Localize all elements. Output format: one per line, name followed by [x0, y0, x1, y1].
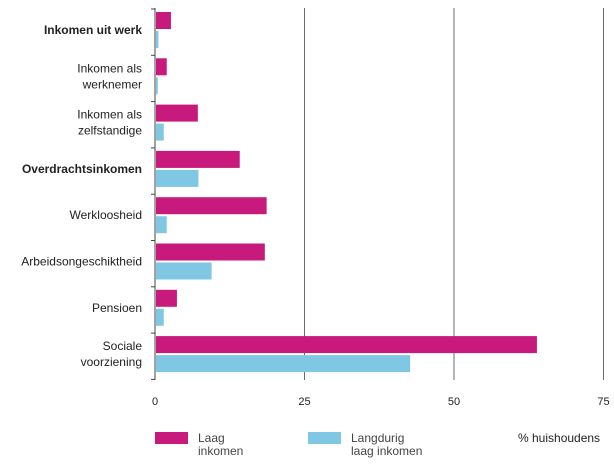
x-tick-label-50: 50 — [448, 396, 460, 408]
bar-laag-6 — [156, 289, 177, 307]
bar-langdurig-6 — [156, 308, 164, 326]
bar-langdurig-1 — [156, 77, 158, 95]
bar-langdurig-3 — [156, 169, 199, 187]
bar-langdurig-7 — [156, 355, 411, 373]
category-label-5: Arbeidsongeschiktheid — [21, 255, 142, 269]
category-label-1: Inkomen als werknemer — [77, 61, 142, 91]
bar-laag-4 — [156, 197, 267, 215]
legend-label-langdurig-line2: laag inkomen — [351, 444, 423, 458]
legend-label-langdurig-line1: Langdurig — [351, 431, 405, 445]
bar-laag-0 — [156, 12, 171, 29]
bar-laag-5 — [156, 243, 265, 261]
bar-langdurig-5 — [156, 262, 212, 280]
legend-label-langdurig-laag-inkomen: Langdurig laag inkomen — [351, 432, 461, 458]
bar-chart: Inkomen uit werk Inkomen als werknemer Inko… — [21, 8, 610, 408]
category-label-3: Overdrachtsinkomen — [22, 162, 142, 176]
bar-langdurig-2 — [156, 123, 164, 141]
legend-label-laag-inkomen-line2: inkomen — [198, 444, 244, 458]
legend-label-laag-inkomen: Laag inkomen — [198, 432, 308, 458]
category-label-0: Inkomen uit werk — [44, 23, 142, 37]
category-label-7: Sociale voorziening — [81, 339, 143, 369]
category-label-4: Werkloosheid — [70, 208, 142, 222]
bar-langdurig-4 — [156, 216, 167, 234]
x-tick-label-0: 0 — [152, 396, 158, 408]
bar-langdurig-0 — [156, 31, 159, 48]
bar-laag-1 — [156, 58, 167, 76]
bar-laag-3 — [156, 150, 240, 168]
bar-laag-2 — [156, 104, 198, 122]
x-axis-unit-label: % huishoudens — [518, 431, 601, 445]
legend-swatch-laag-inkomen — [155, 432, 188, 444]
x-tick-label-25: 25 — [298, 396, 310, 408]
category-label-2: Inkomen als zelfstandige — [77, 108, 142, 138]
bar-laag-7 — [156, 336, 537, 354]
x-tick-label-75: 75 — [597, 396, 609, 408]
legend-label-laag-inkomen-line1: Laag — [198, 431, 225, 445]
category-label-6: Pensioen — [92, 301, 142, 315]
legend-swatch-langdurig-laag-inkomen — [308, 432, 341, 444]
